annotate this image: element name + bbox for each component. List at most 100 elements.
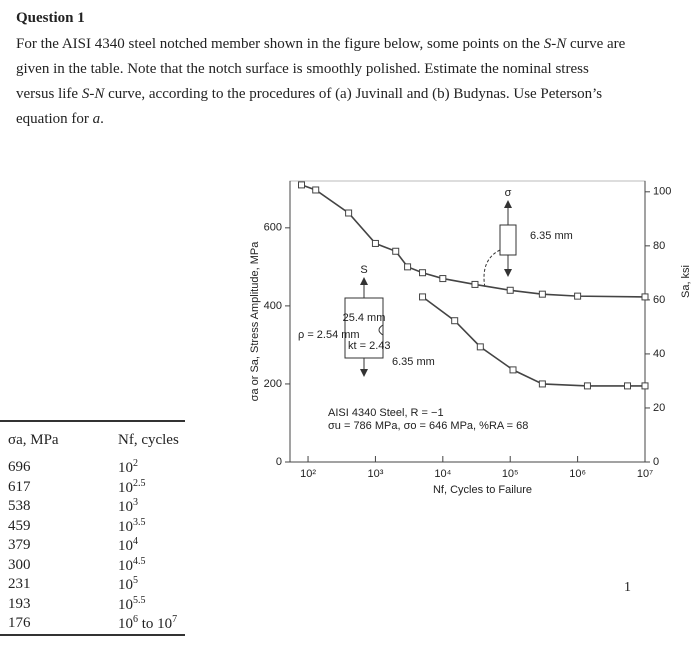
- data-point: [392, 247, 400, 255]
- y2-tick-label: 40: [653, 348, 665, 360]
- cycles-part: 4: [133, 536, 138, 548]
- cycles-cell: 106 to 107: [118, 614, 177, 633]
- stress-cell: 379: [8, 537, 31, 554]
- cycles-part: 10: [157, 616, 173, 633]
- annotation: S: [360, 264, 367, 276]
- question-body: For the AISI 4340 steel notched member s…: [16, 32, 626, 132]
- cycles-cell: 102.5: [118, 478, 146, 497]
- x-tick-label: 10⁴: [434, 468, 451, 480]
- cycles-part: 10: [118, 557, 133, 574]
- y2-tick-label: 0: [653, 456, 659, 468]
- y-tick-label: 0: [276, 456, 282, 468]
- page-number: 1: [624, 580, 631, 595]
- cycles-part: 3: [133, 497, 138, 509]
- cycles-part: to: [138, 616, 158, 633]
- stress-cell: 231: [8, 576, 31, 593]
- arrow-head: [360, 277, 368, 285]
- annotation: 6.35 mm: [392, 356, 435, 368]
- cycles-part: 10: [118, 577, 133, 594]
- y2-tick-label: 20: [653, 402, 665, 414]
- cycles-part: 4.5: [133, 555, 146, 567]
- question-text: S-N: [543, 36, 567, 52]
- specimen-smooth: [499, 224, 517, 256]
- cycles-part: 10: [118, 499, 133, 516]
- y2-axis-label: Sa, ksi: [680, 265, 692, 298]
- cycles-cell: 102: [118, 458, 138, 477]
- data-point: [641, 382, 649, 390]
- x-axis-label: Nf, Cycles to Failure: [433, 484, 532, 496]
- cycles-cell: 105.5: [118, 595, 146, 614]
- table: σa, MPa Nf, cycles 696 102 617 102.5 538 103 459…: [0, 420, 185, 636]
- x-tick-label: 10³: [367, 468, 383, 480]
- cycles-part: 2.5: [133, 477, 146, 489]
- cycles-part: 10: [118, 479, 133, 496]
- table-row: 538 103: [0, 497, 185, 517]
- question-title: Question 1: [16, 10, 85, 26]
- table-row: 617 102.5: [0, 478, 185, 498]
- arrow-head: [504, 269, 512, 277]
- cycles-part: 6: [133, 614, 138, 626]
- data-point: [574, 292, 582, 300]
- cycles-cell: 105: [118, 575, 138, 594]
- cycles-part: 10: [118, 538, 133, 555]
- question-text: S-N: [81, 86, 105, 102]
- annotation: kt = 2.43: [348, 340, 391, 352]
- data-point: [583, 382, 591, 390]
- table-header: σa, MPa Nf, cycles: [0, 422, 185, 458]
- table-row: 193 105.5: [0, 595, 185, 615]
- x-tick-label: 10⁶: [569, 468, 586, 480]
- question-text: a: [92, 111, 101, 127]
- stress-cell: 300: [8, 556, 31, 573]
- annotation: 25.4 mm: [343, 312, 386, 324]
- table-row: 176 106 to 107: [0, 614, 185, 634]
- notch: [378, 324, 384, 336]
- y2-tick-label: 60: [653, 294, 665, 306]
- annotation: ρ = 2.54 mm: [298, 329, 360, 341]
- question-text: .: [100, 111, 104, 127]
- stress-cell: 176: [8, 615, 31, 632]
- header-cell: σa, MPa: [8, 431, 59, 448]
- cycles-part: 10: [118, 460, 133, 477]
- cycles-part: 5.5: [133, 594, 146, 606]
- x-tick-label: 10²: [300, 468, 316, 480]
- y2-tick-label: 80: [653, 240, 665, 252]
- data-point: [371, 239, 379, 247]
- question-text: curve, according to the procedures of (a…: [16, 86, 603, 127]
- data-point: [471, 280, 479, 288]
- cycles-cell: 104.5: [118, 556, 146, 575]
- question-text: curve are given in the table. Note that …: [16, 36, 626, 102]
- y-axis-label: σa or Sa, Stress Amplitude, MPa: [249, 241, 261, 402]
- data-point: [451, 317, 459, 325]
- annotation: σ: [505, 187, 512, 199]
- annotation: σu = 786 MPa, σo = 646 MPa, %RA = 68: [328, 420, 528, 432]
- data-point: [439, 275, 447, 283]
- data-point: [419, 293, 427, 301]
- question: Question 1 For the AISI 4340 steel notch…: [16, 6, 626, 132]
- y-tick-label: 600: [264, 222, 282, 234]
- x-tick-label: 10⁷: [637, 468, 653, 480]
- annotation: AISI 4340 Steel, R = −1: [328, 407, 444, 419]
- cycles-cell: 103: [118, 497, 138, 516]
- table-row: 231 105: [0, 575, 185, 595]
- cycles-part: 7: [172, 614, 178, 626]
- arrow-head: [360, 369, 368, 377]
- header-cell: Nf, cycles: [118, 431, 179, 448]
- table-row: 300 104.5: [0, 556, 185, 576]
- cycles-part: 10: [118, 616, 133, 633]
- data-point: [641, 293, 649, 301]
- cycles-part: 10: [118, 596, 133, 613]
- y2-tick-label: 100: [653, 186, 671, 198]
- stress-cell: 459: [8, 517, 31, 534]
- table-row: 696 102: [0, 458, 185, 478]
- question-text: For the AISI 4340 steel notched member s…: [16, 36, 544, 52]
- data-point: [345, 209, 353, 217]
- stress-cell: 696: [8, 459, 31, 476]
- data-point: [538, 380, 546, 388]
- leader: [483, 249, 501, 289]
- stress-cell: 193: [8, 595, 31, 612]
- cycles-part: 2: [133, 458, 138, 470]
- cycles-cell: 103.5: [118, 517, 146, 536]
- data-point: [506, 286, 514, 294]
- cycles-part: 3.5: [133, 516, 146, 528]
